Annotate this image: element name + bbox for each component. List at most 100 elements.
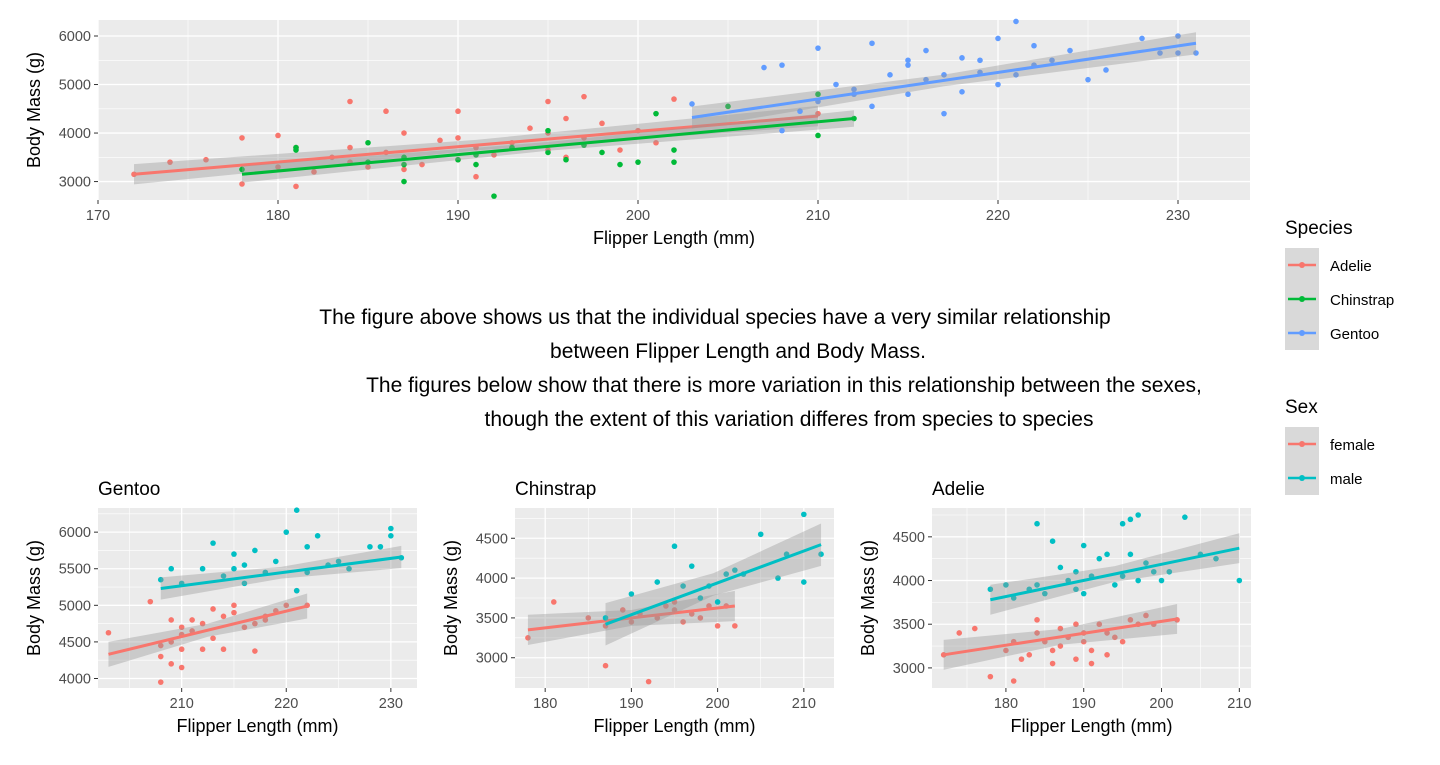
gentoo-male-point bbox=[168, 565, 175, 572]
species-gentoo-point bbox=[779, 62, 785, 68]
species-chinstrap-point bbox=[491, 193, 497, 199]
chinstrap-male-point bbox=[680, 583, 686, 589]
gentoo-male-point bbox=[241, 562, 248, 568]
gentoo-female-point bbox=[168, 661, 175, 667]
species-adelie-point bbox=[275, 132, 281, 139]
chinstrap-female-point bbox=[697, 615, 704, 621]
caption-line-4: though the extent of this variation diff… bbox=[485, 408, 1094, 431]
gentoo-male-point bbox=[388, 533, 394, 539]
species-chinstrap-point bbox=[599, 149, 605, 156]
adelie-female-point bbox=[956, 630, 963, 636]
adelie-x-axis-title: Flipper Length (mm) bbox=[1010, 716, 1172, 736]
species-chinstrap-point bbox=[401, 161, 407, 168]
chinstrap-female-point bbox=[550, 599, 557, 605]
species-adelie-point bbox=[473, 173, 479, 180]
chinstrap-y-tick-label: 4500 bbox=[476, 531, 508, 547]
adelie-male-point bbox=[1150, 568, 1157, 575]
sex-legend-title: Sex bbox=[1285, 397, 1318, 418]
species-adelie-point bbox=[437, 137, 443, 144]
gentoo-male-point bbox=[335, 558, 342, 565]
species-adelie-point bbox=[401, 166, 407, 173]
adelie-x-tick-label: 200 bbox=[1149, 696, 1173, 712]
sex-legend-label-male: male bbox=[1330, 471, 1363, 488]
caption-block: The figure above shows us that the indiv… bbox=[319, 306, 1202, 431]
adelie-male-point bbox=[1073, 568, 1079, 575]
adelie-sex-scatter-panel: 180 190 200 210 3000 3500 4000 4500 Flipper Leng… bbox=[858, 479, 1251, 736]
gentoo-male-point bbox=[304, 543, 310, 550]
gentoo-y-tick-label: 5500 bbox=[59, 562, 91, 578]
adelie-female-point bbox=[1104, 651, 1110, 658]
chinstrap-male-point bbox=[671, 543, 678, 550]
adelie-male-point bbox=[1003, 582, 1009, 588]
species-gentoo-trend-line bbox=[691, 41, 1197, 120]
adelie-male-point bbox=[1034, 582, 1040, 588]
adelie-male-point bbox=[1158, 577, 1165, 584]
gentoo-male-point bbox=[346, 565, 352, 572]
chinstrap-y-tick-label: 4000 bbox=[476, 571, 508, 587]
chinstrap-panel-title: Chinstrap bbox=[515, 479, 596, 500]
species-chinstrap-point bbox=[725, 103, 731, 110]
gentoo-male-point bbox=[273, 558, 279, 565]
gentoo-female-point bbox=[189, 617, 195, 623]
adelie-male-point bbox=[1073, 586, 1079, 593]
gentoo-y-tick-label: 4000 bbox=[59, 671, 91, 687]
species-gentoo-point bbox=[1067, 47, 1073, 54]
chinstrap-male-point bbox=[688, 563, 695, 569]
gentoo-panel-title: Gentoo bbox=[98, 479, 160, 500]
adelie-female-point bbox=[1049, 660, 1056, 667]
species-gentoo-point bbox=[1193, 50, 1199, 56]
species-adelie-point bbox=[599, 120, 605, 127]
species-adelie-point bbox=[653, 139, 659, 146]
species-legend-title: Species bbox=[1285, 218, 1353, 239]
gentoo-male-point bbox=[388, 525, 394, 532]
caption-line-1: The figure above shows us that the indiv… bbox=[319, 306, 1110, 329]
chinstrap-male-point bbox=[801, 579, 807, 585]
adelie-female-point bbox=[1096, 621, 1103, 628]
adelie-y-tick-label: 3500 bbox=[893, 617, 925, 633]
chinstrap-female-point bbox=[602, 662, 609, 669]
chinstrap-female-point bbox=[628, 619, 635, 625]
species-gentoo-point bbox=[869, 40, 875, 47]
species-gentoo-point bbox=[995, 35, 1001, 42]
chinstrap-male-point bbox=[732, 567, 738, 573]
chinstrap-female-point bbox=[714, 623, 721, 629]
chinstrap-x-tick-label: 180 bbox=[533, 696, 557, 712]
species-legend-point-chinstrap bbox=[1299, 296, 1305, 302]
adelie-male-point bbox=[1080, 590, 1087, 597]
species-adelie-point bbox=[365, 164, 371, 170]
gentoo-female-point bbox=[178, 624, 185, 631]
species-adelie-point bbox=[563, 115, 569, 122]
species-legend-label-gentoo: Gentoo bbox=[1330, 326, 1379, 343]
gentoo-female-point bbox=[178, 646, 185, 653]
adelie-female-point bbox=[971, 625, 978, 632]
adelie-male-point bbox=[1119, 573, 1126, 579]
chinstrap-male-point bbox=[602, 615, 609, 621]
species-gentoo-point bbox=[941, 110, 947, 117]
gentoo-x-tick-label: 220 bbox=[274, 696, 298, 712]
species-gentoo-point bbox=[977, 57, 983, 64]
species-adelie-point bbox=[545, 98, 551, 105]
species-y-tick-label: 5000 bbox=[59, 78, 91, 94]
adelie-male-point bbox=[1112, 582, 1118, 588]
species-legend-key-adelie bbox=[1285, 248, 1319, 282]
gentoo-y-tick-label: 6000 bbox=[59, 525, 91, 541]
adelie-female-point bbox=[1057, 643, 1064, 649]
species-gentoo-point bbox=[1139, 35, 1145, 42]
species-x-tick-label: 220 bbox=[986, 208, 1010, 224]
species-gentoo-point bbox=[815, 45, 821, 51]
adelie-female-point bbox=[987, 673, 994, 680]
gentoo-female-point bbox=[210, 635, 216, 642]
chinstrap-male-point bbox=[818, 551, 824, 557]
species-legend-point-gentoo bbox=[1299, 330, 1305, 336]
species-chinstrap-point bbox=[293, 147, 299, 153]
species-x-axis-title: Flipper Length (mm) bbox=[593, 228, 755, 248]
gentoo-female-point bbox=[231, 602, 237, 609]
gentoo-plot-background bbox=[98, 508, 417, 688]
species-chinstrap-point bbox=[365, 139, 371, 146]
gentoo-x-tick-label: 230 bbox=[379, 696, 403, 712]
adelie-male-point bbox=[1213, 555, 1219, 562]
adelie-male-point bbox=[1057, 564, 1064, 571]
species-chinstrap-point bbox=[563, 156, 569, 163]
species-y-tick-label: 3000 bbox=[59, 175, 91, 191]
species-adelie-point bbox=[293, 183, 299, 190]
